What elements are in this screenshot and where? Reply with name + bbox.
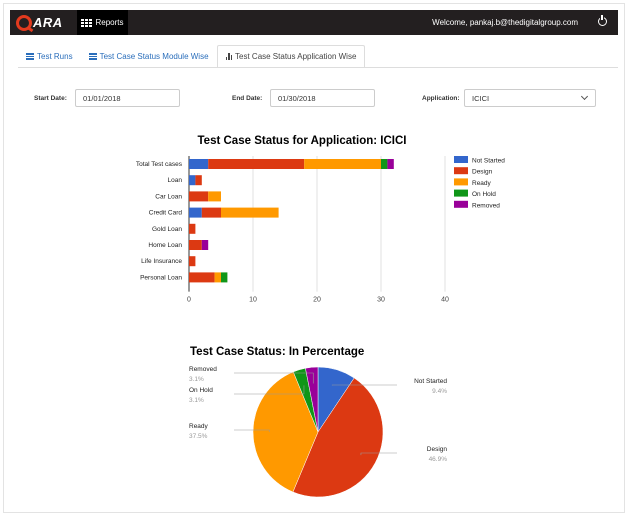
tab-divider — [18, 67, 618, 68]
bar-chart-icon — [225, 53, 233, 60]
end-date-input[interactable]: 01/30/2018 — [270, 89, 375, 107]
welcome-text: Welcome, pankaj.b@thedigitalgroup.com — [432, 18, 578, 27]
end-date-label: End Date: — [232, 95, 263, 102]
tab-label: Test Case Status Application Wise — [235, 52, 357, 61]
application-select[interactable]: ICICI — [464, 89, 596, 107]
chevron-down-icon — [580, 92, 589, 101]
list-icon — [26, 53, 34, 60]
application-value: ICICI — [472, 93, 490, 103]
start-date-input[interactable]: 01/01/2018 — [75, 89, 180, 107]
tab-application-wise[interactable]: Test Case Status Application Wise — [216, 45, 366, 68]
list-icon — [88, 53, 97, 60]
start-date-value: 01/01/2018 — [83, 93, 121, 103]
top-navbar: ARA Reports Welcome, pankaj.b@thedigital… — [10, 10, 618, 35]
reports-button[interactable]: Reports — [77, 10, 128, 35]
end-date-value: 01/30/2018 — [278, 93, 316, 103]
page-frame — [3, 3, 625, 513]
logo-q-icon — [16, 14, 32, 31]
tab-label: Test Case Status Module Wise — [99, 52, 209, 61]
tab-label: Test Runs — [37, 52, 73, 61]
power-icon[interactable] — [598, 15, 607, 26]
grid-icon — [81, 18, 93, 27]
qara-logo[interactable]: ARA — [16, 14, 63, 31]
tab-bar: Test Runs Test Case Status Module Wise T… — [18, 45, 366, 68]
start-date-label: Start Date: — [34, 95, 67, 102]
tab-test-runs[interactable]: Test Runs — [18, 45, 81, 68]
reports-label: Reports — [95, 18, 124, 27]
application-label: Application: — [422, 95, 460, 102]
logo-text: ARA — [33, 15, 63, 30]
tab-module-wise[interactable]: Test Case Status Module Wise — [81, 45, 217, 68]
